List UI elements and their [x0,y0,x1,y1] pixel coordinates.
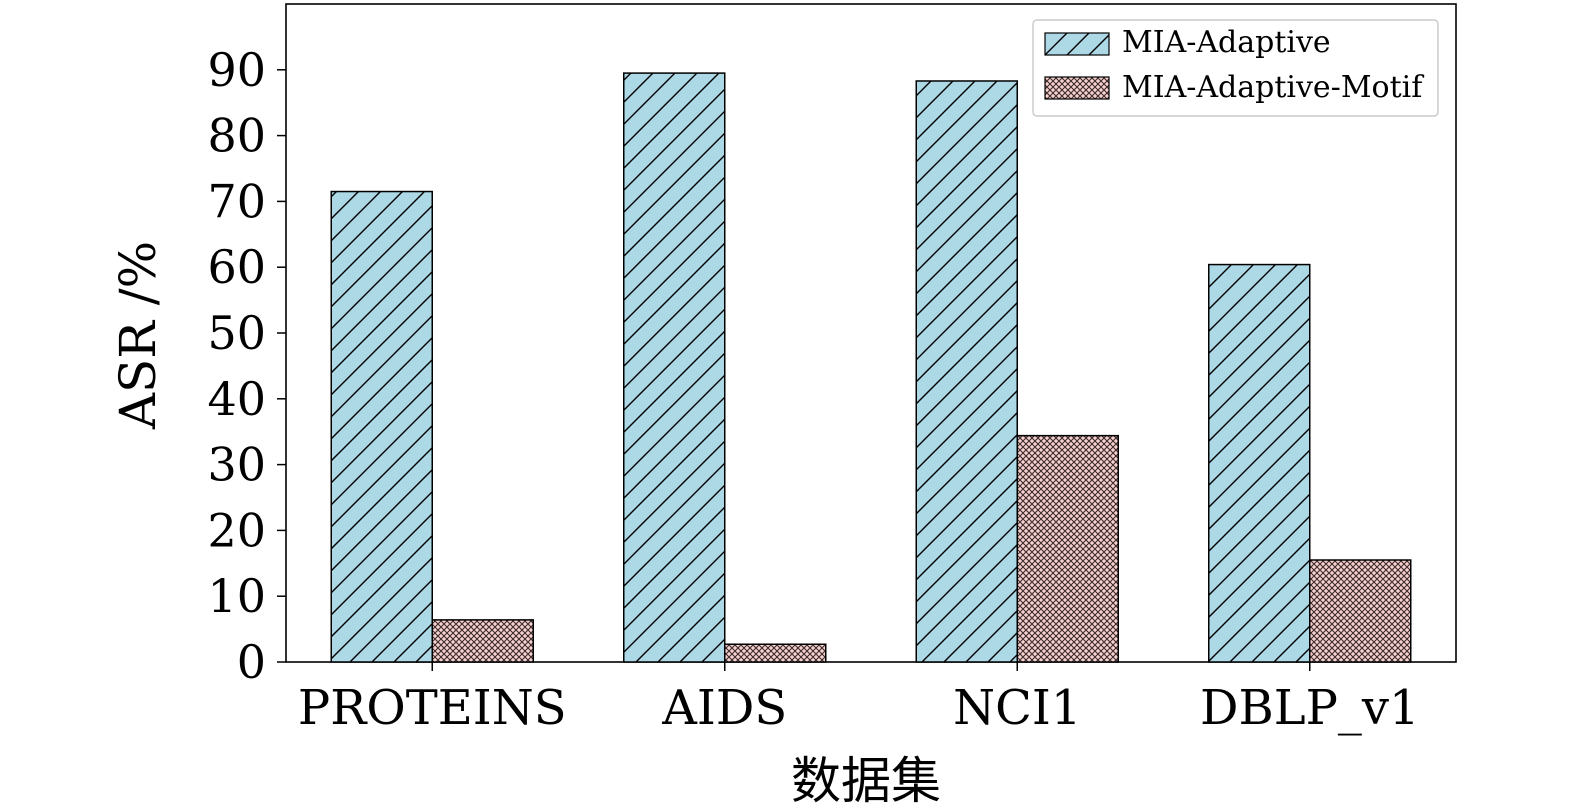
bar-mia-adaptive-motif-proteins [431,619,534,663]
bar-mia-adaptive-motif-dblp-v1 [1309,559,1412,663]
bar-mia-adaptive-aids [623,72,726,663]
x-tick-label-nci1: NCI1 [953,680,1081,736]
y-tick-label-30: 30 [207,438,266,492]
y-axis-title: ASR /% [109,241,167,430]
legend-swatch-mia-adaptive-motif [1044,76,1110,100]
y-tick-label-70: 70 [207,174,266,228]
y-tick-label-90: 90 [207,43,266,97]
y-tick-label-10: 10 [207,569,266,623]
bars-group [330,72,1412,663]
legend-label-mia-adaptive-motif: MIA-Adaptive-Motif [1122,70,1424,105]
y-tick-label-40: 40 [207,372,266,426]
x-tick-label-dblp-v1: DBLP_v1 [1200,680,1420,736]
y-tick-label-80: 80 [207,109,266,163]
legend-swatch-mia-adaptive [1044,32,1110,56]
y-tick-label-50: 50 [207,306,266,360]
bar-mia-adaptive-dblp-v1 [1208,263,1311,663]
bar-mia-adaptive-proteins [330,190,433,663]
x-axis: PROTEINS AIDS NCI1 DBLP_v1 [298,662,1420,736]
y-axis: 0 10 20 30 40 50 60 70 80 90 [207,43,286,689]
bar-mia-adaptive-motif-aids [724,643,827,663]
y-tick-label-60: 60 [207,240,266,294]
y-tick-label-0: 0 [237,635,266,689]
bar-mia-adaptive-motif-nci1 [1016,434,1119,663]
y-tick-label-20: 20 [207,503,266,557]
legend-label-mia-adaptive: MIA-Adaptive [1122,25,1331,60]
legend: MIA-Adaptive MIA-Adaptive-Motif [1032,19,1439,117]
x-axis-title: 数据集 [791,752,941,810]
bar-mia-adaptive-nci1 [915,80,1018,663]
legend-box [1032,19,1439,117]
x-tick-label-aids: AIDS [661,680,787,736]
x-tick-label-proteins: PROTEINS [298,680,567,736]
